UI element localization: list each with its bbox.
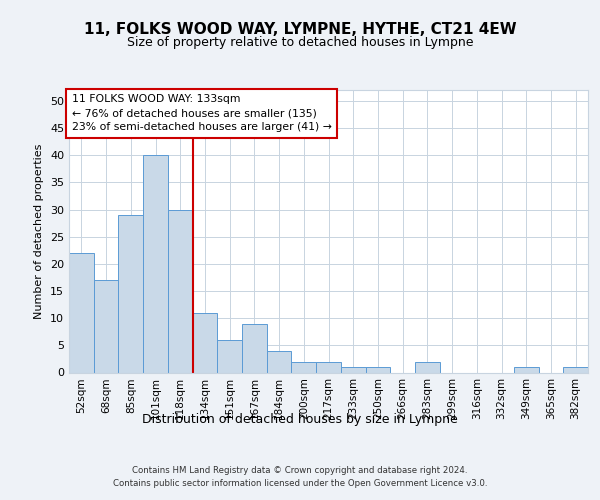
Bar xyxy=(242,324,267,372)
Text: Size of property relative to detached houses in Lympne: Size of property relative to detached ho… xyxy=(127,36,473,49)
Bar xyxy=(143,155,168,372)
Text: Contains HM Land Registry data © Crown copyright and database right 2024.: Contains HM Land Registry data © Crown c… xyxy=(132,466,468,475)
Bar xyxy=(217,340,242,372)
Bar xyxy=(168,210,193,372)
Text: Distribution of detached houses by size in Lympne: Distribution of detached houses by size … xyxy=(142,412,458,426)
Y-axis label: Number of detached properties: Number of detached properties xyxy=(34,144,44,319)
Bar xyxy=(267,351,292,372)
Bar xyxy=(365,367,390,372)
Bar xyxy=(94,280,118,372)
Bar xyxy=(415,362,440,372)
Bar xyxy=(69,253,94,372)
Bar xyxy=(193,312,217,372)
Text: 11, FOLKS WOOD WAY, LYMPNE, HYTHE, CT21 4EW: 11, FOLKS WOOD WAY, LYMPNE, HYTHE, CT21 … xyxy=(83,22,517,38)
Bar xyxy=(563,367,588,372)
Bar xyxy=(316,362,341,372)
Bar xyxy=(514,367,539,372)
Bar xyxy=(341,367,365,372)
Text: 11 FOLKS WOOD WAY: 133sqm
← 76% of detached houses are smaller (135)
23% of semi: 11 FOLKS WOOD WAY: 133sqm ← 76% of detac… xyxy=(71,94,331,132)
Text: Contains public sector information licensed under the Open Government Licence v3: Contains public sector information licen… xyxy=(113,479,487,488)
Bar xyxy=(118,215,143,372)
Bar xyxy=(292,362,316,372)
